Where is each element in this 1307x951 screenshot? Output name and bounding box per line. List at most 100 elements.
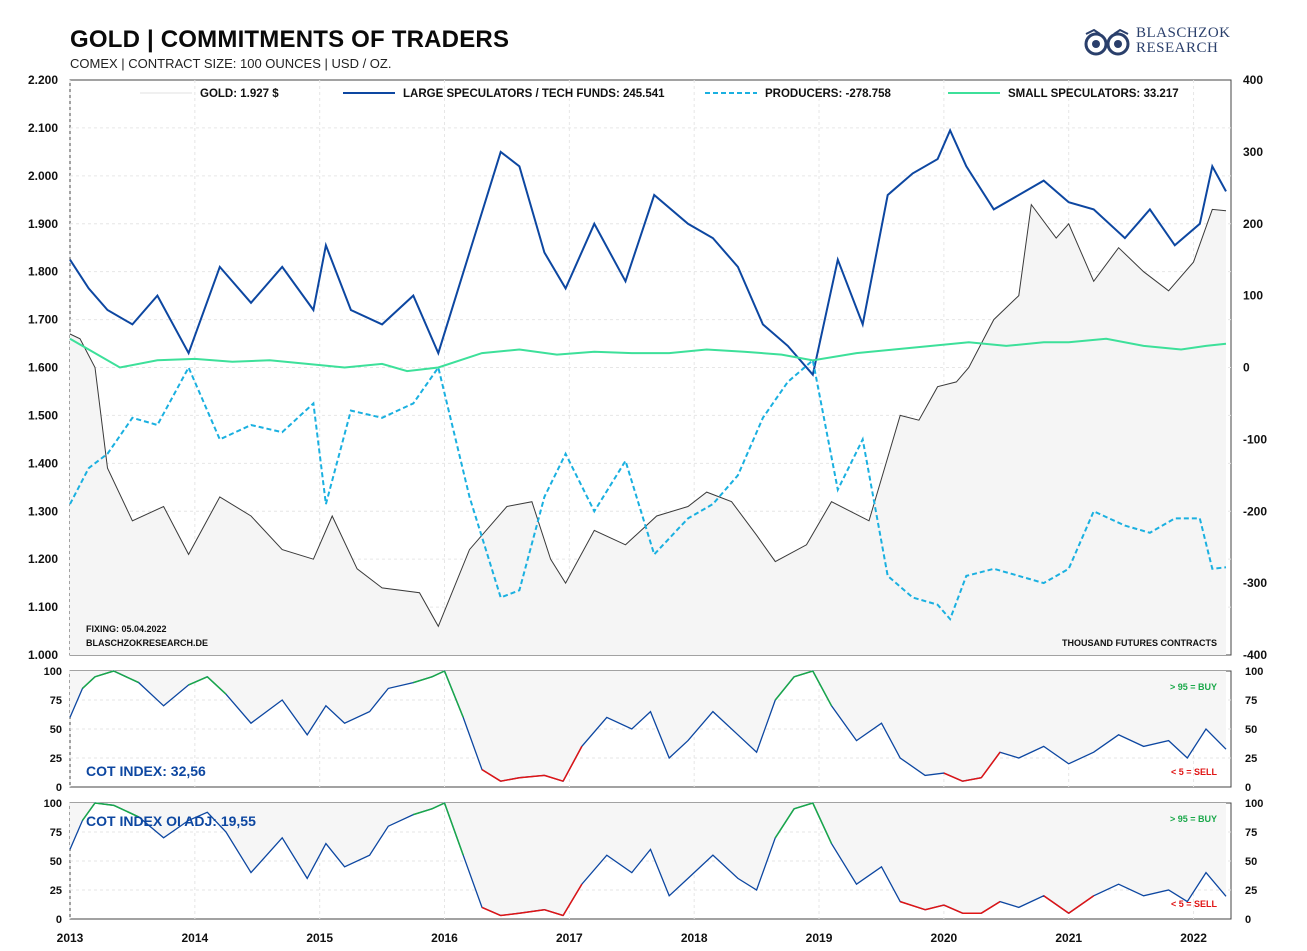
- sell-zone-segment: [544, 774, 564, 782]
- buy-zone-segment: [443, 802, 464, 856]
- cot-y-right-tick: 50: [1245, 856, 1257, 868]
- sell-zone-segment: [562, 883, 583, 916]
- buy-zone-segment: [443, 670, 464, 718]
- page-title: GOLD | COMMITMENTS OF TRADERS: [70, 26, 510, 53]
- buy-zone-segment: [774, 808, 795, 839]
- sell-zone-segment: [962, 776, 982, 782]
- sell-zone-segment: [924, 904, 945, 911]
- producers-line: [69, 358, 1227, 622]
- cot-y-right-tick: 100: [1245, 666, 1263, 678]
- x-tick-label: 2018: [681, 931, 708, 945]
- buy-zone-segment: [413, 676, 433, 684]
- cot-line: [69, 802, 1227, 917]
- cot-y-right-tick: 75: [1245, 695, 1257, 707]
- cot-y-left-tick: 0: [56, 782, 62, 794]
- sell-zone-segment: [500, 912, 520, 917]
- y-left-tick-label: 2.000: [28, 169, 58, 183]
- buy-zone-segment: [81, 676, 96, 689]
- cot-y-right-tick: 0: [1245, 914, 1251, 926]
- sell-threshold-label: < 5 = SELL: [1171, 899, 1218, 909]
- buy-zone-segment: [94, 802, 114, 807]
- y-right-tick-label: -200: [1243, 504, 1267, 518]
- x-tick-label: 2019: [806, 931, 833, 945]
- y-left-tick-label: 1.800: [28, 265, 58, 279]
- x-tick-label: 2022: [1180, 931, 1207, 945]
- sell-threshold-label: < 5 = SELL: [1171, 767, 1218, 777]
- cot-y-left-tick: 50: [50, 856, 62, 868]
- buy-zone-segment: [774, 676, 795, 701]
- cot-y-right-tick: 25: [1245, 753, 1257, 765]
- brand-logo: BLASCHZOK RESEARCH: [1084, 26, 1244, 60]
- buy-zone-segment: [431, 802, 445, 810]
- buy-zone-segment: [793, 802, 814, 810]
- y-left-tick-label: 1.900: [28, 217, 58, 231]
- y-right-tick-label: 200: [1243, 217, 1263, 231]
- buy-zone-segment: [188, 676, 208, 686]
- small_specs-line: [69, 337, 1227, 373]
- buy-zone-segment: [113, 804, 139, 818]
- logo-text: BLASCHZOK RESEARCH: [1136, 26, 1231, 56]
- sell-zone-segment: [481, 906, 501, 917]
- y-right-tick-label: 100: [1243, 289, 1263, 303]
- x-tick-label: 2016: [431, 931, 458, 945]
- y-right-tick-label: -400: [1243, 648, 1267, 662]
- logo-line-2: RESEARCH: [1136, 40, 1219, 56]
- y-left-tick-label: 2.100: [28, 121, 58, 135]
- cot-fill: [70, 803, 1227, 916]
- buy-zone-segment: [113, 670, 139, 684]
- y-left-tick-label: 1.400: [28, 456, 58, 470]
- sell-zone-segment: [544, 909, 564, 917]
- cot-y-right-tick: 50: [1245, 724, 1257, 736]
- y-left-tick-label: 1.300: [28, 504, 58, 518]
- cot-y-right-tick: 100: [1245, 798, 1263, 810]
- sell-zone-segment: [980, 900, 1001, 914]
- cot-index-label: COT INDEX OI ADJ: 19,55: [86, 813, 256, 829]
- legend-label: GOLD: 1.927 $: [200, 88, 279, 100]
- x-tick-label: 2013: [57, 931, 84, 945]
- cot-y-left-tick: 0: [56, 914, 62, 926]
- sell-zone-segment: [481, 768, 502, 782]
- large_specs-line: [69, 127, 1227, 377]
- y-right-tick-label: 400: [1243, 73, 1263, 87]
- units-label: THOUSAND FUTURES CONTRACTS: [1062, 638, 1217, 648]
- y-left-tick-label: 1.700: [28, 313, 58, 327]
- sell-zone-segment: [899, 900, 926, 911]
- sell-zone-segment: [943, 772, 963, 782]
- y-left-tick-label: 1.500: [28, 408, 58, 422]
- sell-zone-segment: [500, 776, 520, 782]
- cot-y-left-tick: 50: [50, 724, 62, 736]
- website-label: BLASCHZOKRESEARCH.DE: [86, 638, 208, 648]
- buy-zone-segment: [812, 670, 833, 707]
- cot-y-right-tick: 75: [1245, 827, 1257, 839]
- legend-label: PRODUCERS: -278.758: [765, 88, 892, 100]
- logo-line-1: BLASCHZOK: [1136, 25, 1231, 41]
- y-left-tick-label: 1.600: [28, 361, 58, 375]
- y-right-tick-label: 300: [1243, 145, 1263, 159]
- y-right-tick-label: -300: [1243, 576, 1267, 590]
- cot-index-label: COT INDEX: 32,56: [86, 763, 206, 779]
- sell-zone-segment: [562, 746, 583, 782]
- y-left-tick-label: 1.000: [28, 648, 58, 662]
- sell-zone-segment: [519, 774, 545, 779]
- fixing-label: FIXING: 05.04.2022: [86, 624, 167, 634]
- sell-zone-segment: [1043, 895, 1070, 914]
- sell-zone-segment: [943, 904, 963, 914]
- cot-y-left-tick: 25: [50, 885, 62, 897]
- x-tick-label: 2021: [1055, 931, 1082, 945]
- cot-y-left-tick: 25: [50, 753, 62, 765]
- sell-zone-segment: [980, 751, 1001, 779]
- gold-line: [69, 203, 1227, 628]
- owl-logo-icon: [1084, 28, 1130, 56]
- page-subtitle: COMEX | CONTRACT SIZE: 100 OUNCES | USD …: [70, 56, 392, 71]
- gold-area: [70, 204, 1227, 655]
- buy-zone-segment: [206, 676, 227, 695]
- x-tick-label: 2014: [181, 931, 208, 945]
- sell-zone-segment: [1068, 895, 1095, 914]
- y-left-tick-label: 1.100: [28, 600, 58, 614]
- y-left-tick-label: 2.200: [28, 73, 58, 87]
- buy-zone-segment: [812, 802, 833, 844]
- cot-y-left-tick: 75: [50, 695, 62, 707]
- legend-label: LARGE SPECULATORS / TECH FUNDS: 245.541: [403, 88, 665, 100]
